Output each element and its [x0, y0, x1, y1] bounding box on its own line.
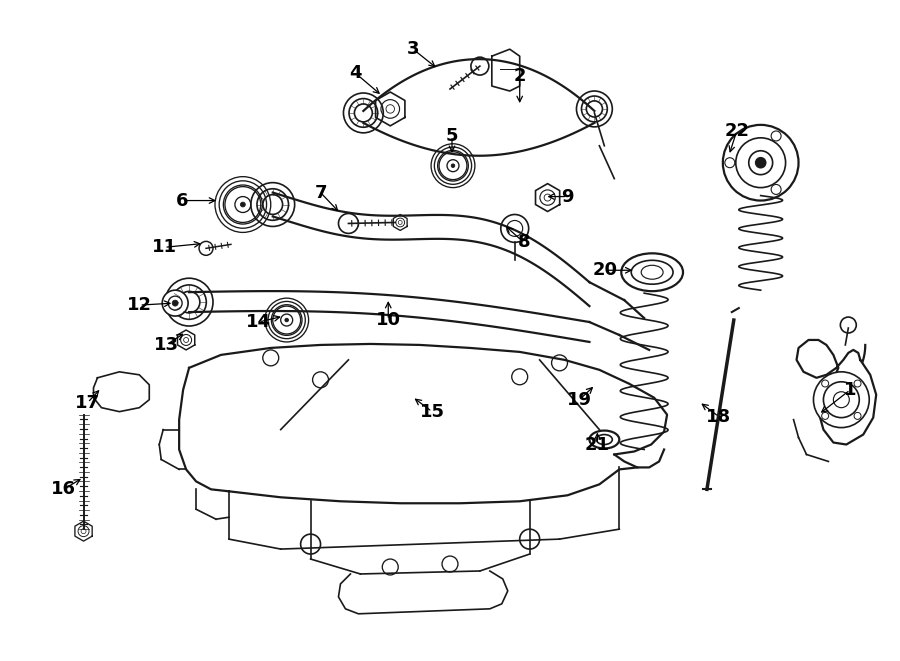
Circle shape — [854, 412, 861, 419]
Circle shape — [756, 158, 766, 168]
Text: 11: 11 — [152, 239, 176, 256]
Circle shape — [442, 556, 458, 572]
Text: 22: 22 — [724, 122, 750, 140]
Circle shape — [500, 214, 528, 243]
Text: 19: 19 — [567, 391, 592, 408]
Circle shape — [723, 125, 798, 200]
Text: 9: 9 — [562, 188, 574, 206]
Text: 5: 5 — [446, 127, 458, 145]
Circle shape — [822, 412, 829, 419]
Circle shape — [172, 300, 178, 306]
Text: 3: 3 — [407, 40, 419, 58]
Circle shape — [854, 380, 861, 387]
Text: 21: 21 — [585, 436, 610, 453]
Text: 20: 20 — [593, 261, 617, 279]
Text: 14: 14 — [247, 313, 271, 331]
Text: 13: 13 — [154, 336, 179, 354]
Text: 12: 12 — [127, 296, 152, 314]
Ellipse shape — [621, 253, 683, 291]
Text: 4: 4 — [349, 64, 362, 82]
Circle shape — [724, 158, 734, 168]
Text: 1: 1 — [844, 381, 857, 399]
Circle shape — [552, 355, 568, 371]
Circle shape — [451, 164, 454, 167]
Circle shape — [822, 380, 829, 387]
Polygon shape — [796, 340, 877, 444]
Circle shape — [301, 534, 320, 554]
Text: 8: 8 — [518, 233, 530, 251]
Text: 7: 7 — [314, 184, 327, 202]
Text: 10: 10 — [376, 311, 400, 329]
Circle shape — [771, 184, 781, 194]
Text: 15: 15 — [419, 403, 445, 420]
Circle shape — [519, 529, 540, 549]
Text: 16: 16 — [51, 481, 76, 498]
Polygon shape — [94, 372, 149, 412]
Polygon shape — [491, 49, 519, 91]
Circle shape — [771, 131, 781, 141]
Circle shape — [240, 202, 246, 207]
Circle shape — [512, 369, 527, 385]
Text: 18: 18 — [706, 408, 732, 426]
Circle shape — [162, 290, 188, 316]
Ellipse shape — [590, 430, 619, 449]
Circle shape — [814, 372, 869, 428]
Text: 6: 6 — [176, 192, 188, 210]
Text: 17: 17 — [75, 394, 100, 412]
Circle shape — [285, 318, 289, 322]
Circle shape — [382, 559, 398, 575]
Circle shape — [312, 372, 328, 388]
Text: 2: 2 — [514, 67, 526, 85]
Circle shape — [263, 350, 279, 366]
